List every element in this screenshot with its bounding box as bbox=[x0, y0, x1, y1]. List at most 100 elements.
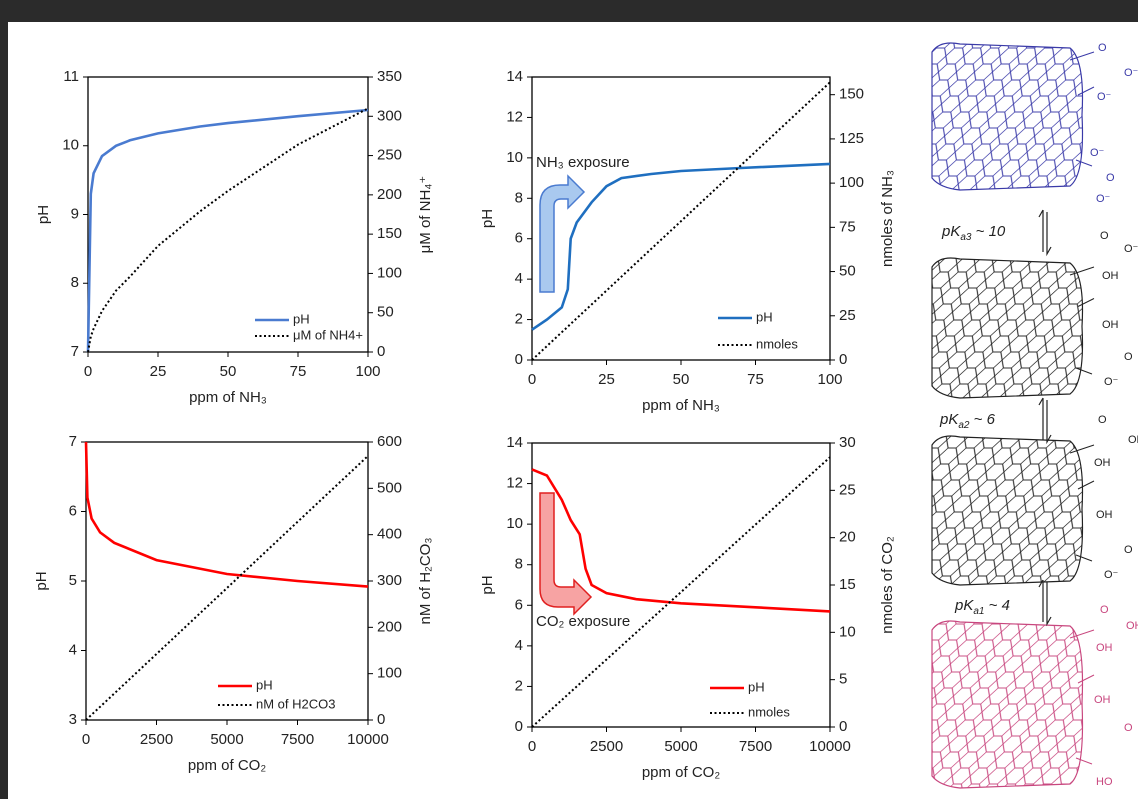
y-tick-label: 9 bbox=[71, 205, 79, 222]
annotation: CO₂ exposure bbox=[536, 613, 630, 630]
y2-axis-label: nmoles of NH₃ bbox=[879, 170, 896, 267]
legend-label: pH bbox=[256, 677, 273, 692]
y2-tick-label: 200 bbox=[377, 186, 402, 203]
x-axis-label: ppm of CO₂ bbox=[642, 764, 721, 781]
y2-tick-label: 200 bbox=[377, 618, 402, 635]
y-tick-label: 4 bbox=[515, 637, 523, 654]
series-line bbox=[84, 441, 369, 588]
x-tick-label: 75 bbox=[747, 371, 764, 388]
y2-axis-label: nM of H₂CO₃ bbox=[417, 538, 434, 625]
y-tick-label: 6 bbox=[515, 596, 523, 613]
y2-tick-label: 75 bbox=[839, 218, 856, 235]
group-label: O bbox=[1124, 544, 1133, 556]
series-line bbox=[531, 81, 831, 361]
legend-label: μM of NH4+ bbox=[293, 327, 363, 342]
group-label: OH bbox=[1094, 694, 1111, 706]
y-tick-label: 11 bbox=[63, 68, 79, 85]
pka-rest: ~ 10 bbox=[971, 223, 1005, 240]
functional-bonds bbox=[1069, 444, 1095, 562]
legend-label: pH bbox=[756, 309, 773, 324]
series-line bbox=[85, 455, 369, 721]
pka-rest: ~ 4 bbox=[984, 597, 1009, 614]
equilibrium-arrow bbox=[1038, 397, 1052, 445]
y2-tick-label: 25 bbox=[839, 307, 856, 324]
group-label: O bbox=[1098, 414, 1107, 426]
group-label: OH bbox=[1096, 509, 1113, 521]
x-tick-label: 5000 bbox=[210, 731, 243, 748]
y2-tick-label: 15 bbox=[839, 576, 856, 593]
legend-label: nmoles bbox=[756, 336, 798, 351]
equilibrium-arrow bbox=[1038, 579, 1052, 627]
group-label: O bbox=[1124, 351, 1133, 363]
y-tick-label: 8 bbox=[515, 556, 523, 573]
x-tick-label: 25 bbox=[598, 371, 615, 388]
y-tick-label: 2 bbox=[515, 677, 523, 694]
group-label: O bbox=[1124, 722, 1133, 734]
functional-bonds bbox=[1069, 629, 1095, 765]
group-label: O bbox=[1098, 42, 1107, 54]
group-label: OH bbox=[1102, 270, 1119, 282]
y-tick-label: 10 bbox=[506, 515, 523, 532]
pka-base: pK bbox=[941, 223, 961, 240]
series-line bbox=[531, 456, 831, 728]
group-label: O bbox=[1106, 172, 1115, 184]
group-label: HO bbox=[1096, 776, 1113, 788]
functional-bonds bbox=[1069, 266, 1095, 375]
series-line bbox=[531, 468, 831, 613]
y2-tick-label: 5 bbox=[839, 671, 847, 688]
y-tick-label: 4 bbox=[515, 270, 523, 287]
group-label: OH bbox=[1102, 319, 1119, 331]
x-tick-label: 2500 bbox=[590, 738, 623, 755]
equilibrium-arrow bbox=[1038, 209, 1052, 257]
annotation: NH₃ exposure bbox=[536, 154, 630, 171]
pka-label: pKa1 ~ 4 bbox=[954, 597, 1010, 617]
y-tick-label: 12 bbox=[506, 475, 523, 492]
y-tick-label: 5 bbox=[69, 572, 77, 589]
y2-tick-label: 150 bbox=[377, 225, 402, 242]
y-tick-label: 12 bbox=[506, 108, 523, 125]
y2-tick-label: 300 bbox=[377, 572, 402, 589]
nanotube bbox=[931, 620, 1084, 789]
x-tick-label: 100 bbox=[355, 363, 380, 380]
y2-tick-label: 100 bbox=[839, 174, 864, 191]
x-tick-label: 2500 bbox=[140, 731, 173, 748]
pka-sub: a3 bbox=[960, 232, 972, 243]
x-tick-label: 7500 bbox=[739, 738, 772, 755]
y2-tick-label: 25 bbox=[839, 481, 856, 498]
y-tick-label: 8 bbox=[515, 189, 523, 206]
y2-axis-label: nmoles of CO₂ bbox=[879, 536, 896, 634]
x-tick-label: 0 bbox=[84, 363, 92, 380]
x-axis-label: ppm of NH₃ bbox=[189, 389, 267, 406]
pka-label: pKa2 ~ 6 bbox=[939, 411, 996, 431]
series-line bbox=[531, 162, 831, 331]
legend-label: nmoles bbox=[748, 704, 790, 719]
x-axis-label: ppm of CO₂ bbox=[188, 757, 267, 774]
y-tick-label: 14 bbox=[506, 434, 523, 451]
pka-sub: a2 bbox=[958, 420, 970, 431]
series-line bbox=[86, 108, 369, 353]
y-tick-label: 10 bbox=[62, 137, 79, 154]
functional-bonds bbox=[1069, 51, 1095, 167]
y-tick-label: 6 bbox=[515, 230, 523, 247]
y2-axis-label: μM of NH₄⁺ bbox=[417, 176, 434, 254]
x-tick-label: 0 bbox=[528, 738, 536, 755]
y2-tick-label: 0 bbox=[839, 351, 847, 368]
y2-tick-label: 100 bbox=[377, 264, 402, 281]
legend-label: nM of H2CO3 bbox=[256, 696, 335, 711]
group-label: OH bbox=[1094, 457, 1111, 469]
y-axis-label: pH bbox=[479, 575, 496, 594]
legend-label: pH bbox=[293, 311, 310, 326]
group-label: O⁻ bbox=[1097, 91, 1112, 103]
group-label: O⁻ bbox=[1104, 569, 1119, 581]
y2-tick-label: 250 bbox=[377, 147, 402, 164]
y-tick-label: 4 bbox=[69, 641, 77, 658]
x-tick-label: 50 bbox=[673, 371, 690, 388]
y2-tick-label: 350 bbox=[377, 68, 402, 85]
x-tick-label: 5000 bbox=[664, 738, 697, 755]
y2-tick-label: 150 bbox=[839, 86, 864, 103]
y2-tick-label: 50 bbox=[377, 304, 394, 321]
y2-tick-label: 30 bbox=[839, 434, 856, 451]
y2-tick-label: 300 bbox=[377, 107, 402, 124]
y-axis-label: pH bbox=[33, 571, 50, 590]
y2-tick-label: 20 bbox=[839, 529, 856, 546]
